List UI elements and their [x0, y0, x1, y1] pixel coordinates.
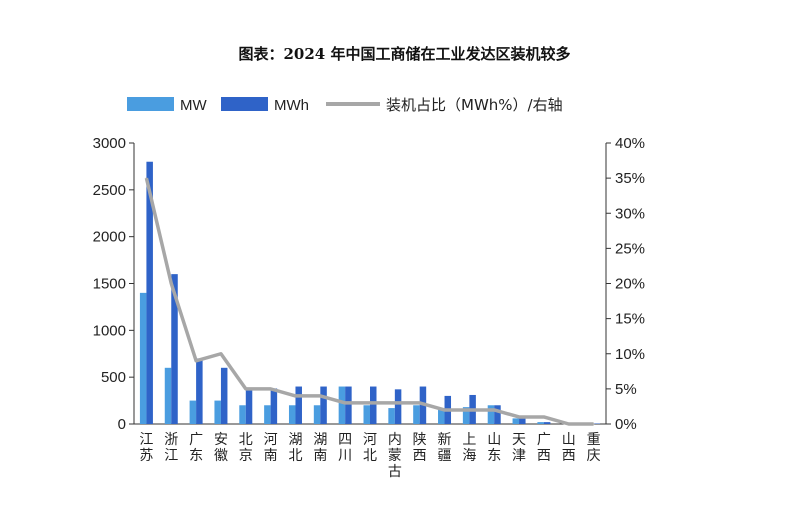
bar-mwh-6: [295, 386, 302, 424]
bar-mw-6: [288, 405, 296, 424]
category-label: 湖北: [288, 432, 302, 464]
right-tick-label: 20%: [615, 276, 645, 293]
ratio-point-15: [518, 416, 520, 418]
bar-mw-15: [512, 418, 520, 424]
left-tick-label: 2500: [93, 182, 126, 199]
bar-mwh-15: [519, 417, 526, 424]
bar-mwh-7: [320, 386, 327, 424]
category-label: 山东: [487, 432, 501, 464]
bar-mw-13: [462, 407, 470, 424]
bar-mwh-2: [196, 358, 203, 424]
bar-group: [139, 161, 601, 424]
category-label: 新疆: [438, 432, 452, 464]
right-tick-label: 10%: [615, 346, 645, 363]
right-tick-label: 5%: [615, 381, 637, 398]
bar-mwh-3: [220, 367, 228, 424]
bar-mw-7: [313, 405, 321, 424]
category-label: 上海: [462, 432, 476, 464]
category-label: 广西: [537, 432, 551, 464]
right-tick-label: 35%: [615, 170, 645, 187]
category-label: 湖南: [313, 432, 327, 464]
legend-label-mw: MW: [180, 97, 207, 114]
legend-swatch-mw: [127, 97, 174, 111]
right-tick-label: 15%: [615, 311, 645, 328]
bar-mw-8: [338, 386, 346, 424]
left-tick-label: 0: [118, 416, 126, 433]
ratio-point-13: [468, 409, 471, 411]
bar-mwh-1: [171, 274, 178, 424]
ratio-point-16: [543, 416, 545, 418]
bar-mwh-16: [543, 422, 551, 424]
ratio-point-6: [294, 395, 297, 397]
bar-mw-2: [189, 400, 197, 424]
ratio-point-18: [592, 423, 595, 425]
bar-mw-14: [487, 405, 495, 424]
bar-mw-16: [537, 422, 544, 424]
right-axis: 0% 5% 10% 15% 20% 25% 30% 35% 40%: [605, 135, 645, 433]
bar-mwh-14: [494, 405, 501, 424]
left-tick-label: 2000: [93, 229, 126, 246]
left-tick-label: 1500: [93, 276, 126, 293]
bar-mw-0: [139, 292, 147, 424]
ratio-point-2: [195, 359, 197, 362]
category-label: 广东: [189, 432, 203, 464]
category-label: 重庆: [587, 432, 601, 464]
ratio-point-0: [145, 177, 148, 179]
category-label: 北京: [239, 432, 253, 464]
ratio-point-5: [269, 388, 272, 390]
legend: MW MWh 装机占比（MWh%）/右轴: [127, 96, 563, 114]
bar-mw-12: [438, 408, 445, 424]
bar-mwh-8: [345, 386, 352, 424]
ratio-point-8: [344, 402, 346, 404]
ratio-line-group: [144, 177, 595, 426]
category-label: 河北: [363, 432, 377, 464]
bar-mwh-5: [270, 388, 278, 424]
ratio-point-4: [244, 388, 247, 390]
category-label: 陕西: [413, 432, 427, 464]
bar-mw-9: [363, 405, 370, 424]
category-label: 天津: [512, 432, 526, 464]
ratio-point-10: [394, 402, 396, 404]
ratio-point-7: [319, 395, 322, 397]
ratio-point-1: [170, 282, 173, 285]
category-label: 内蒙古: [388, 432, 402, 480]
legend-label-ratio: 装机占比（MWh%）/右轴: [386, 96, 563, 114]
ratio-point-17: [567, 423, 570, 425]
right-tick-label: 25%: [615, 240, 645, 257]
bar-mw-4: [239, 405, 246, 424]
left-tick-label: 1000: [93, 322, 126, 339]
bar-mwh-10: [394, 389, 402, 424]
ratio-point-11: [418, 402, 421, 404]
bar-mwh-0: [146, 161, 153, 424]
left-tick-label: 500: [101, 369, 126, 386]
category-label: 安徽: [214, 432, 228, 464]
right-tick-label: 0%: [615, 416, 637, 433]
bar-mw-5: [264, 405, 271, 424]
bar-mw-11: [413, 405, 420, 424]
legend-label-mwh: MWh: [274, 97, 309, 114]
ratio-point-14: [493, 409, 496, 411]
bar-mw-1: [164, 367, 172, 424]
right-tick-label: 40%: [615, 135, 645, 152]
bar-mw-10: [388, 408, 395, 424]
bar-mwh-9: [370, 386, 377, 424]
bar-mw-3: [214, 400, 221, 424]
category-label: 河南: [264, 432, 278, 464]
right-tick-label: 30%: [615, 205, 645, 222]
legend-swatch-mwh: [221, 97, 268, 111]
category-label: 四川: [338, 432, 352, 464]
chart-title: 图表：2024 年中国工商储在工业发达区装机较多: [238, 45, 571, 63]
ratio-point-9: [369, 402, 371, 404]
left-tick-label: 3000: [93, 135, 126, 152]
category-label: 浙江: [164, 432, 178, 464]
bar-mwh-4: [245, 389, 253, 424]
ratio-point-3: [220, 352, 222, 355]
category-label: 山西: [562, 432, 576, 464]
category-label: 江苏: [139, 432, 153, 464]
ratio-point-12: [443, 409, 446, 411]
